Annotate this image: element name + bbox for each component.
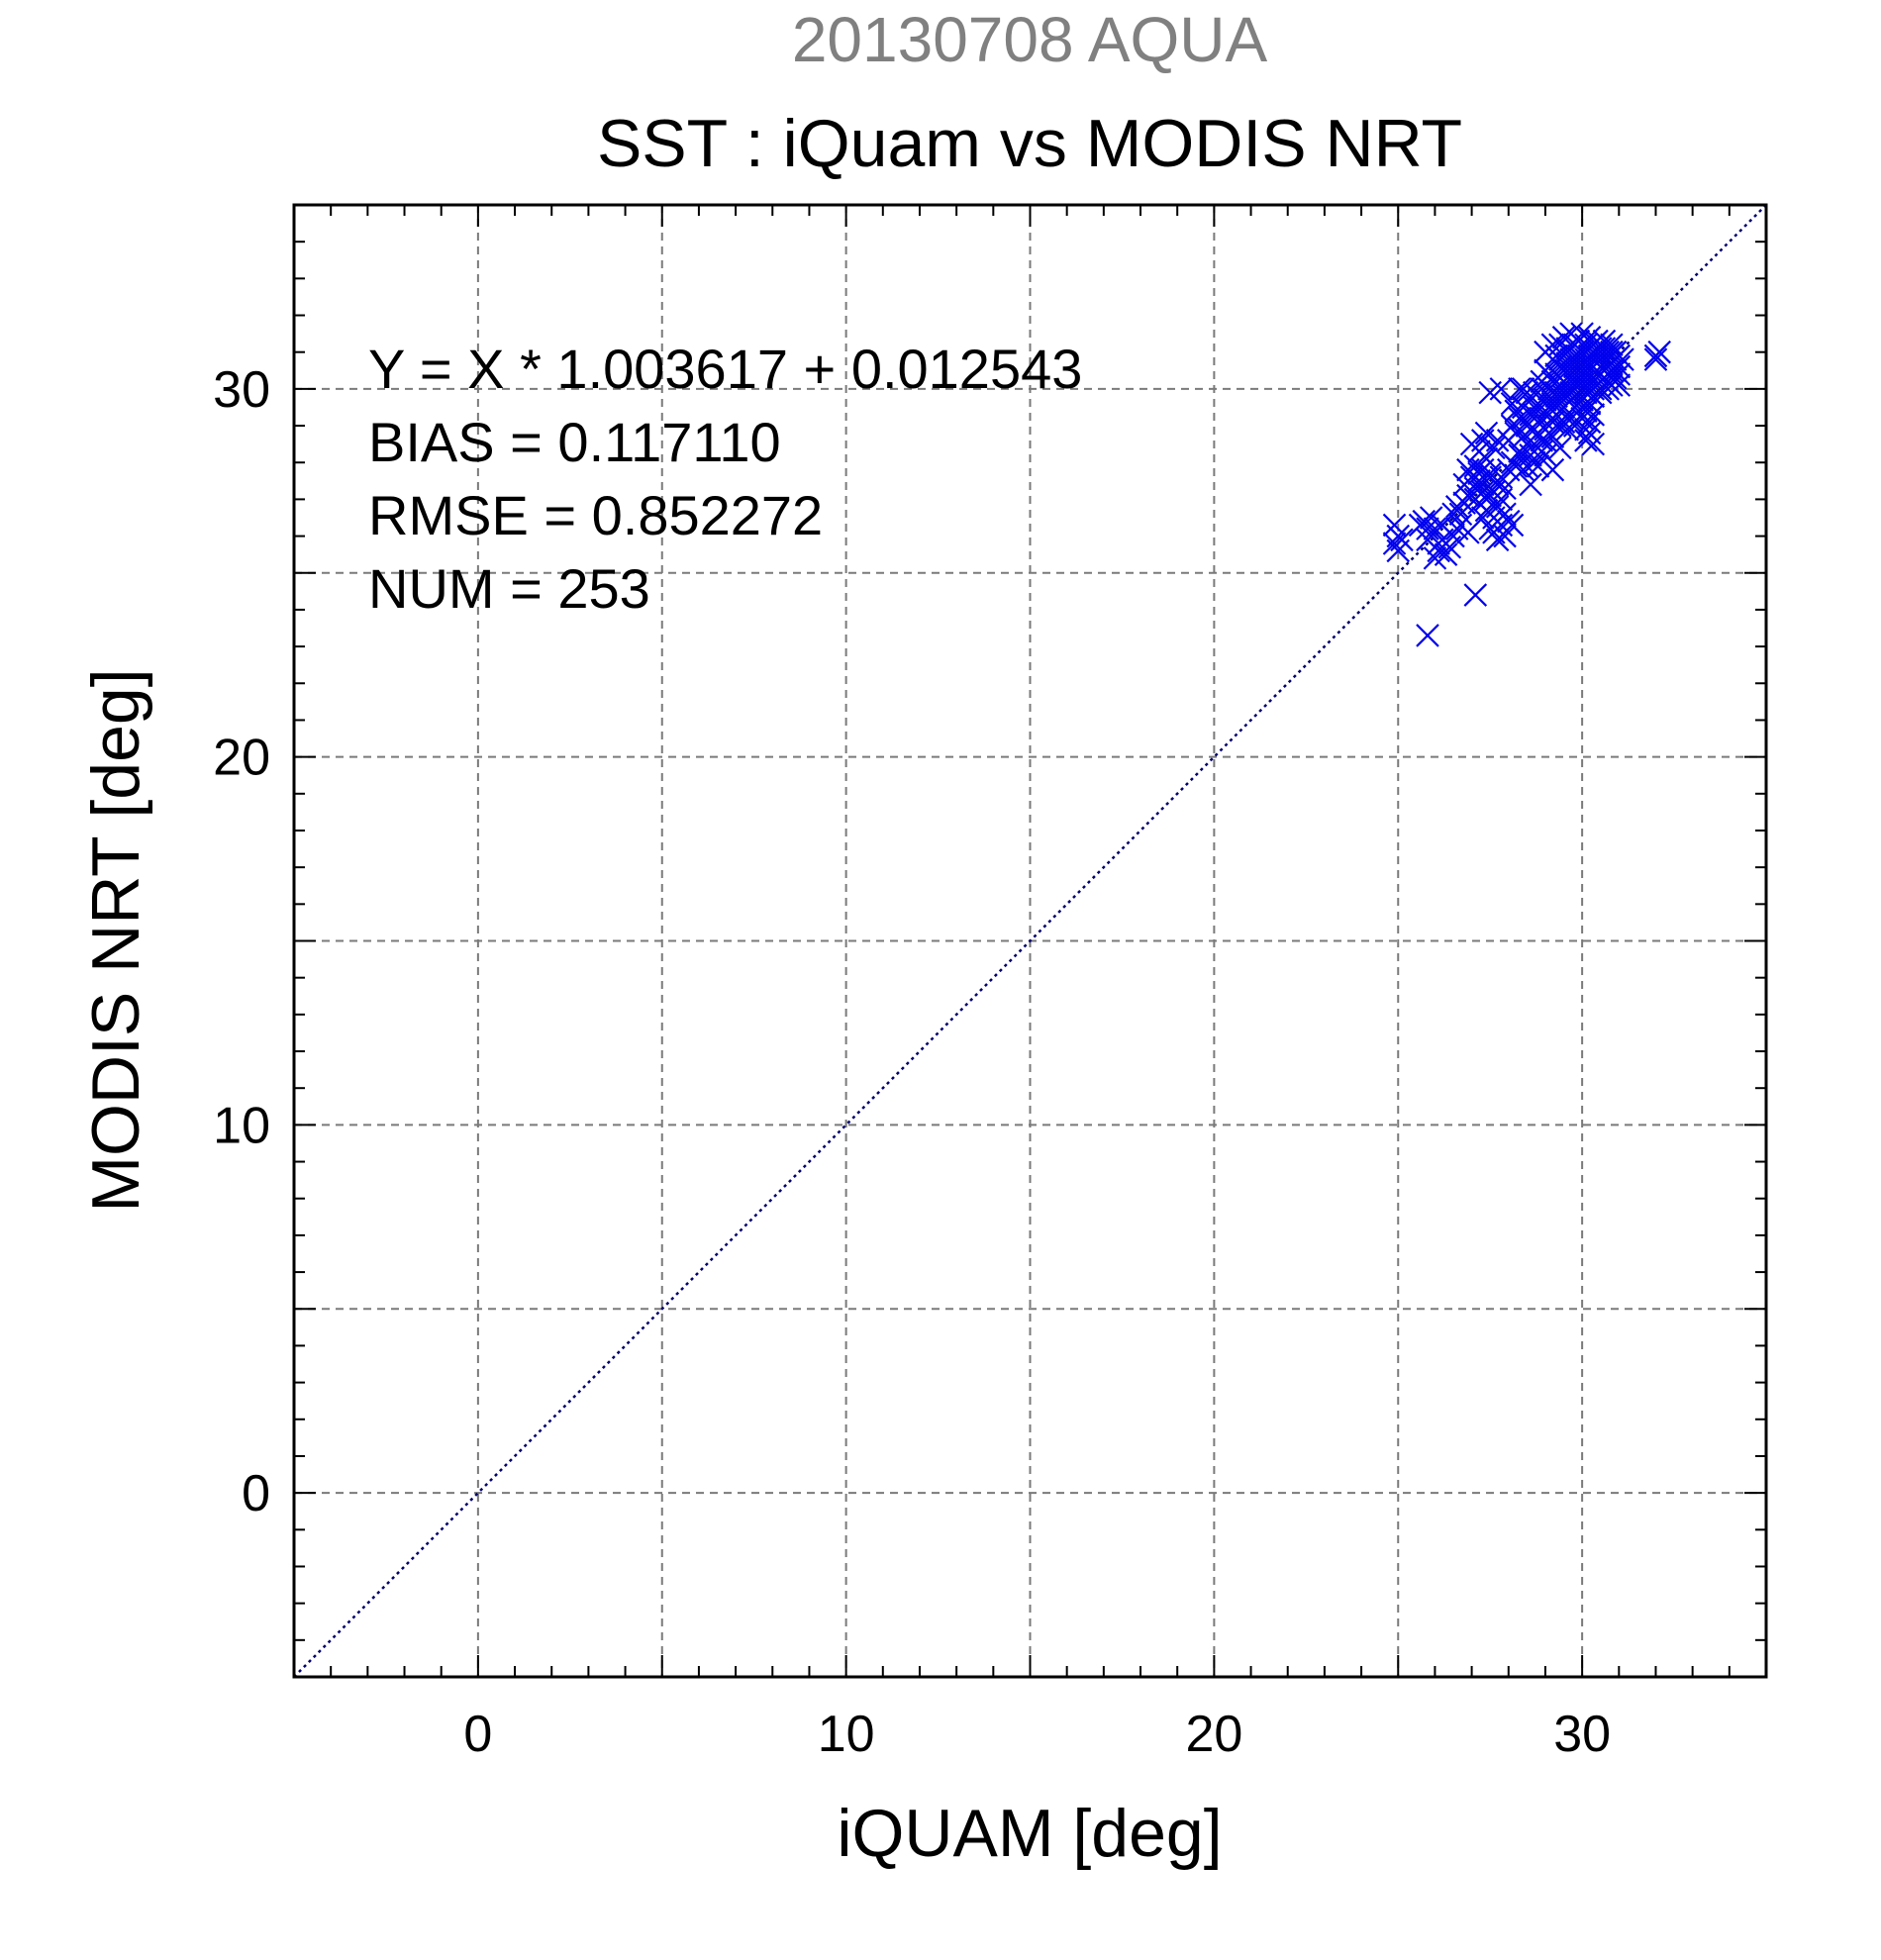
data-point	[1540, 333, 1565, 357]
y-tick-label: 30	[213, 361, 270, 419]
y-tick-label: 10	[213, 1097, 270, 1154]
data-point	[1386, 524, 1411, 548]
data-point	[1508, 443, 1532, 467]
data-point	[1493, 524, 1517, 548]
data-point	[1548, 354, 1572, 379]
data-point	[1592, 351, 1617, 375]
fit-statistic-line: NUM = 253	[368, 557, 650, 620]
data-point	[1489, 377, 1514, 401]
data-point	[1416, 624, 1439, 647]
data-point	[1500, 414, 1525, 438]
data-point	[1540, 457, 1565, 482]
fit-statistic-line: Y = X * 1.003617 + 0.012543	[368, 338, 1082, 400]
data-point	[1408, 513, 1433, 538]
data-point	[1508, 377, 1532, 401]
chart-super-title: 20130708 AQUA	[792, 4, 1268, 75]
data-point	[1536, 377, 1561, 401]
fit-statistic-line: BIAS = 0.117110	[368, 411, 781, 473]
data-point	[1467, 469, 1491, 493]
data-point	[1548, 347, 1572, 371]
data-point	[1523, 450, 1546, 475]
data-point	[1581, 432, 1606, 456]
data-point	[1485, 472, 1510, 497]
x-tick-labels: 0 10 20 30	[463, 1706, 1611, 1763]
data-point	[1581, 377, 1606, 401]
data-point	[1534, 358, 1557, 383]
data-point	[1581, 403, 1606, 427]
data-point	[1577, 410, 1602, 435]
y-tick-label: 0	[242, 1465, 270, 1522]
data-point	[1423, 546, 1447, 570]
data-point	[1497, 429, 1521, 452]
data-point	[1444, 517, 1469, 540]
data-point	[1500, 513, 1525, 538]
x-tick-label: 20	[1185, 1706, 1242, 1763]
y-tick-labels: 0 10 20 30	[213, 361, 270, 1522]
data-point	[1463, 454, 1488, 478]
data-point	[1519, 472, 1542, 497]
scatter-points	[1382, 322, 1671, 647]
data-point	[1485, 495, 1510, 519]
data-point	[1574, 429, 1598, 452]
data-point	[1423, 517, 1447, 540]
x-tick-label: 30	[1553, 1706, 1611, 1763]
data-point	[1459, 432, 1484, 456]
data-point	[1544, 391, 1568, 416]
data-point	[1559, 380, 1583, 405]
data-point	[1540, 410, 1565, 435]
data-point	[1489, 487, 1514, 512]
data-point	[1600, 333, 1624, 357]
data-point	[1515, 380, 1539, 405]
data-point	[1448, 502, 1473, 527]
data-point	[1474, 421, 1499, 445]
data-point	[1482, 436, 1506, 460]
plot-frame	[292, 203, 1768, 1679]
data-point	[1574, 377, 1598, 401]
data-point	[1452, 472, 1476, 497]
data-point	[1523, 395, 1546, 420]
fit-statistic-line: RMSE = 0.852272	[368, 484, 823, 546]
data-point	[1500, 391, 1525, 416]
data-point	[1607, 343, 1632, 368]
data-point	[1585, 362, 1609, 386]
y-axis-label: MODIS NRT [deg]	[78, 668, 153, 1212]
data-point	[1548, 436, 1572, 460]
chart-title: SST : iQuam vs MODIS NRT	[597, 106, 1462, 181]
data-point	[1463, 583, 1488, 607]
x-axis-label: iQUAM [deg]	[837, 1796, 1222, 1871]
fit-statistics: Y = X * 1.003617 + 0.012543 BIAS = 0.1171…	[368, 338, 1082, 620]
data-point	[1643, 343, 1668, 368]
data-point	[1643, 347, 1668, 371]
x-tick-label: 0	[463, 1706, 492, 1763]
data-point	[1607, 362, 1632, 386]
x-tick-label: 10	[818, 1706, 875, 1763]
data-point	[1577, 343, 1602, 368]
axis-ticks	[293, 204, 1767, 1678]
data-point	[1382, 532, 1407, 555]
data-point	[1416, 528, 1439, 552]
y-tick-label: 20	[213, 730, 270, 787]
